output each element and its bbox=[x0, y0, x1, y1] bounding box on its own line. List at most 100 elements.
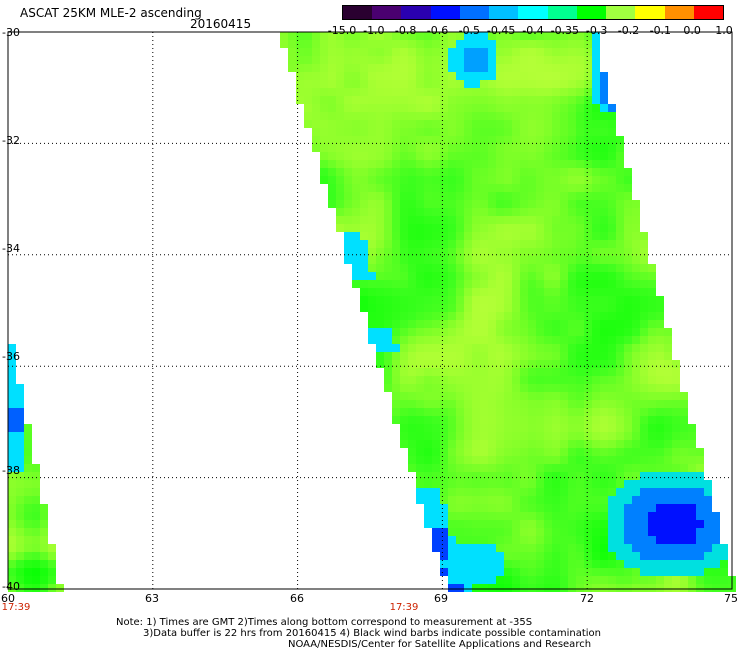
wind-cell bbox=[448, 568, 456, 576]
wind-cell bbox=[584, 216, 592, 224]
wind-cell bbox=[456, 440, 464, 448]
wind-cell bbox=[432, 352, 440, 360]
wind-cell bbox=[424, 160, 432, 168]
wind-cell bbox=[464, 448, 472, 456]
wind-cell bbox=[464, 312, 472, 320]
wind-cell bbox=[624, 576, 632, 584]
wind-cell bbox=[480, 448, 488, 456]
wind-cell bbox=[536, 328, 544, 336]
wind-cell bbox=[488, 112, 496, 120]
wind-cell bbox=[512, 424, 520, 432]
wind-cell bbox=[544, 504, 552, 512]
wind-cell bbox=[368, 136, 376, 144]
wind-cell bbox=[416, 80, 424, 88]
wind-cell bbox=[632, 360, 640, 368]
wind-cell bbox=[408, 208, 416, 216]
wind-cell bbox=[512, 432, 520, 440]
wind-cell bbox=[432, 304, 440, 312]
wind-cell bbox=[512, 88, 520, 96]
wind-cell bbox=[576, 120, 584, 128]
wind-cell bbox=[392, 288, 400, 296]
wind-cell bbox=[352, 232, 360, 240]
wind-cell bbox=[456, 464, 464, 472]
wind-cell bbox=[488, 528, 496, 536]
wind-cell bbox=[440, 184, 448, 192]
wind-cell bbox=[408, 144, 416, 152]
wind-cell bbox=[328, 112, 336, 120]
wind-cell bbox=[296, 48, 304, 56]
wind-cell bbox=[544, 448, 552, 456]
wind-cell bbox=[648, 544, 656, 552]
colorbar-tick-label: -0.35 bbox=[550, 24, 580, 37]
wind-cell bbox=[8, 384, 16, 392]
wind-cell bbox=[488, 208, 496, 216]
wind-cell bbox=[352, 176, 360, 184]
wind-cell bbox=[552, 232, 560, 240]
wind-cell bbox=[448, 400, 456, 408]
wind-cell bbox=[600, 392, 608, 400]
wind-cell bbox=[360, 168, 368, 176]
wind-cell bbox=[352, 128, 360, 136]
wind-cell bbox=[616, 480, 624, 488]
wind-cell bbox=[504, 40, 512, 48]
wind-cell bbox=[576, 400, 584, 408]
wind-cell bbox=[440, 480, 448, 488]
wind-cell bbox=[688, 560, 696, 568]
wind-cell bbox=[440, 80, 448, 88]
wind-cell bbox=[608, 168, 616, 176]
wind-cell bbox=[640, 464, 648, 472]
wind-cell bbox=[480, 152, 488, 160]
wind-cell bbox=[448, 352, 456, 360]
wind-cell bbox=[408, 280, 416, 288]
colorbar-tick-label: -0.5 bbox=[458, 24, 481, 37]
wind-cell bbox=[456, 200, 464, 208]
wind-cell bbox=[656, 552, 664, 560]
wind-cell bbox=[656, 576, 664, 584]
wind-cell bbox=[432, 344, 440, 352]
wind-cell bbox=[424, 328, 432, 336]
wind-cell bbox=[424, 448, 432, 456]
wind-cell bbox=[520, 584, 528, 592]
wind-cell bbox=[376, 152, 384, 160]
wind-cell bbox=[576, 432, 584, 440]
wind-cell bbox=[520, 552, 528, 560]
wind-cell bbox=[640, 504, 648, 512]
wind-cell bbox=[600, 368, 608, 376]
wind-cell bbox=[384, 288, 392, 296]
wind-cell bbox=[448, 440, 456, 448]
wind-cell bbox=[536, 232, 544, 240]
wind-cell bbox=[352, 256, 360, 264]
wind-cell bbox=[368, 280, 376, 288]
wind-cell bbox=[472, 360, 480, 368]
wind-cell bbox=[536, 560, 544, 568]
wind-cell bbox=[376, 304, 384, 312]
wind-cell bbox=[688, 536, 696, 544]
wind-cell bbox=[656, 352, 664, 360]
wind-cell bbox=[440, 64, 448, 72]
wind-cell bbox=[504, 480, 512, 488]
wind-cell bbox=[528, 312, 536, 320]
wind-cell bbox=[656, 448, 664, 456]
wind-cell bbox=[392, 96, 400, 104]
wind-cell bbox=[608, 248, 616, 256]
wind-cell bbox=[704, 520, 712, 528]
wind-cell bbox=[496, 336, 504, 344]
wind-cell bbox=[472, 408, 480, 416]
wind-cell bbox=[440, 432, 448, 440]
wind-cell bbox=[656, 528, 664, 536]
wind-cell bbox=[40, 536, 48, 544]
wind-cell bbox=[640, 232, 648, 240]
wind-cell bbox=[432, 544, 440, 552]
wind-cell bbox=[416, 304, 424, 312]
wind-cell bbox=[584, 184, 592, 192]
wind-cell bbox=[408, 432, 416, 440]
wind-cell bbox=[448, 368, 456, 376]
wind-cell bbox=[480, 320, 488, 328]
wind-cell bbox=[520, 528, 528, 536]
wind-cell bbox=[488, 224, 496, 232]
wind-cell bbox=[648, 352, 656, 360]
wind-cell bbox=[560, 240, 568, 248]
wind-cell bbox=[512, 216, 520, 224]
wind-cell bbox=[688, 520, 696, 528]
wind-cell bbox=[480, 464, 488, 472]
